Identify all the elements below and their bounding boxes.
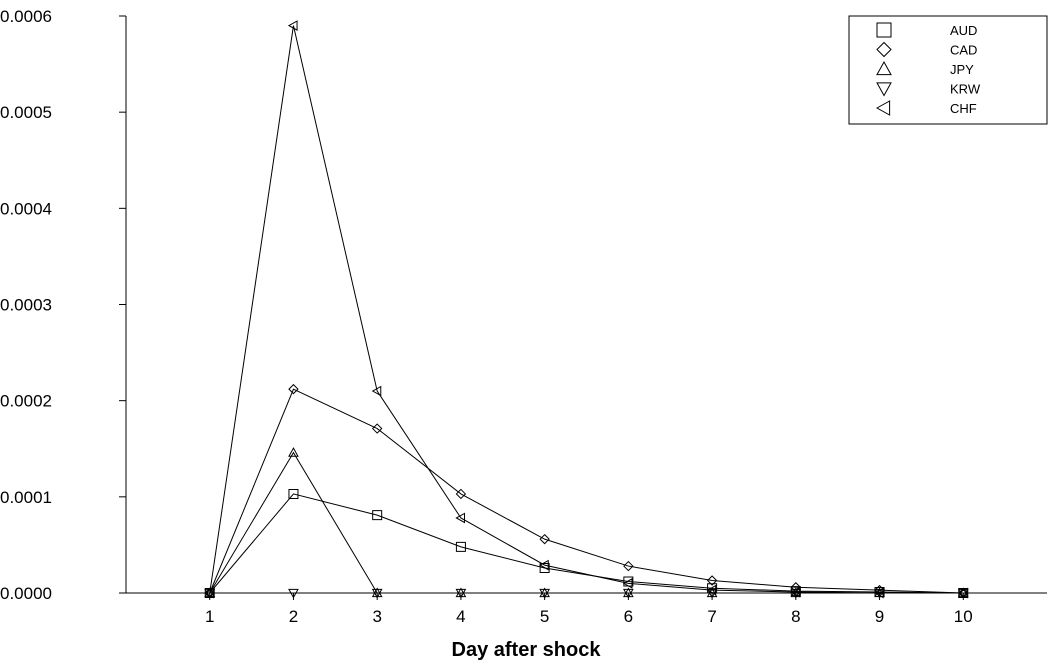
legend-marker-krw	[876, 82, 892, 97]
data-point-krw	[288, 588, 299, 599]
data-point-chf	[539, 559, 549, 571]
series-line-chf	[209, 25, 964, 594]
data-point-krw	[539, 588, 550, 599]
x-tick-label: 4	[456, 607, 465, 626]
data-point-chf	[790, 586, 800, 598]
legend-marker-aud	[876, 22, 892, 38]
data-point-aud	[455, 541, 466, 552]
x-tick-label: 6	[624, 607, 633, 626]
legend: AUD CAD JPY KRW CHF	[848, 15, 1048, 125]
legend-label: CAD	[950, 43, 977, 58]
series-cad	[204, 383, 969, 599]
data-point-chf	[622, 578, 633, 589]
legend-label: KRW	[950, 82, 981, 97]
data-point-chf	[874, 587, 884, 599]
series-layer	[204, 20, 969, 599]
x-tick-label: 3	[372, 607, 381, 626]
y-tick-label: 0.0003	[0, 296, 52, 315]
series-aud	[204, 488, 969, 598]
data-point-chf	[204, 587, 214, 599]
series-line-jpy	[209, 451, 964, 594]
legend-box	[848, 15, 1048, 125]
data-point-cad	[371, 423, 383, 434]
data-point-aud	[288, 488, 299, 499]
data-point-chf	[706, 584, 717, 596]
axes: 0.0000 0.0001 0.0002 0.0003 0.0004 0.0005 0.00…	[0, 7, 1047, 626]
data-point-cad	[288, 383, 299, 395]
y-tick-label: 0.0005	[0, 103, 52, 122]
y-tick-label: 0.0000	[0, 584, 52, 603]
data-point-aud	[539, 562, 550, 573]
data-point-jpy	[288, 447, 299, 457]
data-point-krw	[623, 588, 634, 599]
y-tick-label: 0.0006	[0, 7, 52, 26]
x-tick-label: 9	[875, 607, 884, 626]
data-point-cad	[539, 533, 550, 545]
data-point-krw	[204, 588, 216, 599]
x-tick-label: 10	[954, 607, 973, 626]
series-line-cad	[209, 388, 964, 594]
data-point-chf	[371, 385, 382, 397]
series-line-aud	[209, 493, 964, 594]
data-point-aud	[958, 588, 969, 598]
legend-marker-cad	[876, 41, 892, 58]
y-tick-label: 0.0001	[0, 488, 52, 507]
data-point-cad	[706, 575, 718, 586]
data-point-chf	[455, 512, 466, 524]
x-tick-label: 8	[791, 607, 800, 626]
x-axis-title: Day after shock	[452, 639, 602, 661]
y-tick-label: 0.0002	[0, 392, 52, 411]
data-point-krw	[371, 588, 383, 599]
series-krw	[204, 588, 969, 599]
x-tick-label: 5	[540, 607, 549, 626]
x-tick-label: 7	[707, 607, 716, 626]
series-chf	[204, 20, 968, 599]
data-point-cad	[623, 560, 634, 572]
legend-label: AUD	[950, 23, 977, 38]
data-point-aud	[372, 510, 383, 521]
legend-marker-jpy	[876, 60, 892, 76]
legend-label: JPY	[950, 62, 974, 77]
x-tick-label: 1	[205, 607, 214, 626]
y-tick-label: 0.0004	[0, 199, 52, 218]
data-point-krw	[455, 588, 467, 599]
data-point-chf	[957, 587, 968, 599]
legend-label: CHF	[950, 101, 977, 116]
data-point-cad	[455, 488, 467, 500]
data-point-chf	[287, 20, 298, 31]
x-tick-label: 2	[289, 607, 298, 626]
legend-marker-chf	[875, 100, 891, 116]
